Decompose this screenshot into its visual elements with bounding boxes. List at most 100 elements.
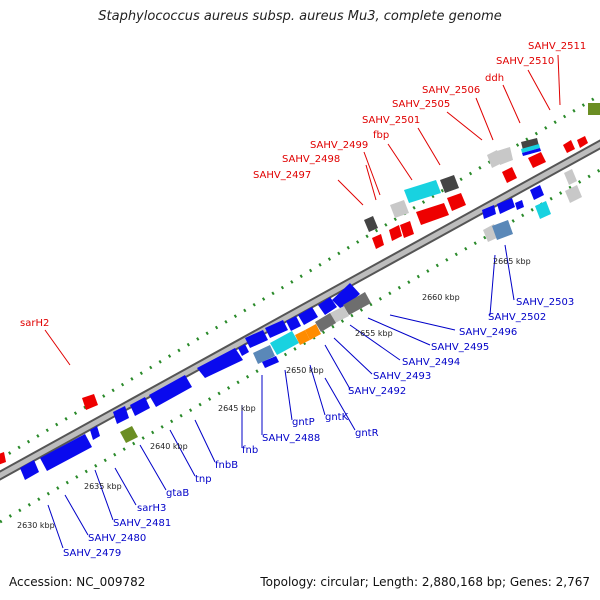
gene-label[interactable]: gtaB xyxy=(166,488,189,499)
gene-label[interactable]: fnb xyxy=(242,445,258,456)
gene-blue-block[interactable] xyxy=(265,320,288,338)
map-title: Staphylococcus aureus subsp. aureus Mu3,… xyxy=(98,9,502,24)
gene-blue-block[interactable] xyxy=(149,375,192,407)
accession-text: Accession: NC_009782 xyxy=(9,575,146,589)
kbp-tick-labels: 2665 kbp 2660 kbp 2655 kbp 2650 kbp 2645… xyxy=(17,257,531,530)
gene-gray-block[interactable] xyxy=(315,313,336,332)
gene-blue-block[interactable] xyxy=(40,434,92,471)
gene-label[interactable]: SAHV_2511 xyxy=(528,41,586,52)
gene-steel-blue[interactable] xyxy=(253,345,275,364)
gene-light-gray[interactable] xyxy=(565,185,582,203)
lower-leader-lines xyxy=(47,244,515,549)
kbp-tick-label: 2630 kbp xyxy=(17,521,55,530)
gene-blue-arrow[interactable] xyxy=(90,426,100,440)
gene-light-gray[interactable] xyxy=(564,169,577,185)
gene-olive[interactable] xyxy=(120,426,138,443)
gene-blue-arrow[interactable] xyxy=(530,185,544,200)
gene-label[interactable]: SAHV_2495 xyxy=(431,342,489,353)
genome-backbone xyxy=(0,139,600,481)
gene-light-gray[interactable] xyxy=(497,147,513,165)
gene-label[interactable]: SAHV_2498 xyxy=(282,154,340,165)
gene-red-arrow[interactable] xyxy=(389,225,402,241)
gene-label[interactable]: SAHV_2480 xyxy=(88,533,146,544)
gene-blue-arrow[interactable] xyxy=(238,344,249,356)
gene-blue-block[interactable] xyxy=(332,283,360,310)
gene-blue-arrow[interactable] xyxy=(262,356,279,368)
gene-label[interactable]: fnbB xyxy=(215,460,238,471)
gene-label[interactable]: SAHV_2493 xyxy=(373,371,431,382)
kbp-tick-label: 2665 kbp xyxy=(493,257,531,266)
gene-red-arrow[interactable] xyxy=(563,140,575,153)
gene-label[interactable]: gntK xyxy=(325,412,349,423)
gene-orange[interactable] xyxy=(295,330,310,345)
kbp-tick-label: 2660 kbp xyxy=(422,293,460,302)
gene-label[interactable]: sarH2 xyxy=(20,318,49,329)
gene-gray-block[interactable] xyxy=(343,292,371,315)
gene-cyan-block[interactable] xyxy=(270,331,299,355)
gene-cyan-block[interactable] xyxy=(404,180,441,203)
gene-label[interactable]: SAHV_2510 xyxy=(496,56,554,67)
gene-blue-arrow[interactable] xyxy=(515,200,524,210)
gene-label[interactable]: tnp xyxy=(195,474,212,485)
gene-label[interactable]: SAHV_2503 xyxy=(516,297,574,308)
gene-label[interactable]: sarH3 xyxy=(137,503,166,514)
gene-blue-arrow[interactable] xyxy=(497,198,515,214)
gene-label[interactable]: SAHV_2479 xyxy=(63,548,121,559)
gene-label[interactable]: SAHV_2492 xyxy=(348,386,406,397)
gene-red-block[interactable] xyxy=(528,152,546,168)
gene-label[interactable]: gntR xyxy=(355,428,379,439)
gene-blue-block[interactable] xyxy=(197,348,243,378)
gene-blue-block[interactable] xyxy=(298,307,318,325)
lower-labels: SAHV_2503 SAHV_2502 SAHV_2496 SAHV_2495 … xyxy=(63,297,574,559)
gene-dark-gray[interactable] xyxy=(440,175,459,193)
kbp-tick-label: 2650 kbp xyxy=(286,366,324,375)
gene-light-gray[interactable] xyxy=(390,200,409,218)
gene-cyan-stripe[interactable] xyxy=(521,144,540,153)
gene-blue-arrow[interactable] xyxy=(113,406,129,424)
gene-blue-stripe[interactable] xyxy=(522,148,541,156)
gene-red-block[interactable] xyxy=(447,193,466,211)
gene-blue-block[interactable] xyxy=(245,330,268,348)
upper-leader-lines xyxy=(44,54,561,366)
gene-dark-gray[interactable] xyxy=(364,216,378,232)
gene-label[interactable]: fbp xyxy=(373,130,389,141)
gene-label[interactable]: SAHV_2506 xyxy=(422,85,480,96)
gene-orange[interactable] xyxy=(305,324,321,340)
gene-label[interactable]: gntP xyxy=(292,417,315,428)
gene-olive[interactable] xyxy=(588,103,600,115)
gene-label[interactable]: SAHV_2502 xyxy=(488,312,546,323)
gene-red-arrow[interactable] xyxy=(0,452,6,465)
gene-blue-arrow[interactable] xyxy=(130,397,150,416)
gene-label[interactable]: SAHV_2488 xyxy=(262,433,320,444)
genome-summary-text: Topology: circular; Length: 2,880,168 bp… xyxy=(260,575,590,589)
gene-blue-arrow[interactable] xyxy=(20,460,39,480)
kbp-tick-label: 2645 kbp xyxy=(218,404,256,413)
gene-steel-blue[interactable] xyxy=(492,220,513,240)
gene-label[interactable]: SAHV_2499 xyxy=(310,140,368,151)
gene-red-arrow[interactable] xyxy=(577,136,588,148)
gene-red-arrow[interactable] xyxy=(502,167,517,183)
upper-labels: SAHV_2511 SAHV_2510 ddh SAHV_2506 SAHV_2… xyxy=(20,41,586,329)
gene-cyan-small[interactable] xyxy=(535,201,551,219)
gene-label[interactable]: SAHV_2501 xyxy=(362,115,420,126)
gene-label[interactable]: SAHV_2481 xyxy=(113,518,171,529)
gene-red-arrow[interactable] xyxy=(372,234,384,249)
gene-label[interactable]: SAHV_2505 xyxy=(392,99,450,110)
gene-blue-block[interactable] xyxy=(286,316,301,331)
upper-gene-track xyxy=(0,103,600,465)
lower-gene-track xyxy=(20,169,582,480)
gene-red-arrow[interactable] xyxy=(400,221,414,238)
tick-row-lower xyxy=(0,168,600,524)
gene-label[interactable]: SAHV_2494 xyxy=(402,357,460,368)
kbp-tick-label: 2640 kbp xyxy=(150,442,188,451)
gene-red-arrow[interactable] xyxy=(82,394,98,410)
gene-label[interactable]: ddh xyxy=(485,73,504,84)
gene-light-gray[interactable] xyxy=(330,306,349,323)
gene-blue-arrow[interactable] xyxy=(482,205,496,219)
gene-label[interactable]: SAHV_2497 xyxy=(253,170,311,181)
gene-label[interactable]: SAHV_2496 xyxy=(459,327,517,338)
gene-blue-block[interactable] xyxy=(318,297,337,315)
gene-red-block[interactable] xyxy=(416,203,449,225)
